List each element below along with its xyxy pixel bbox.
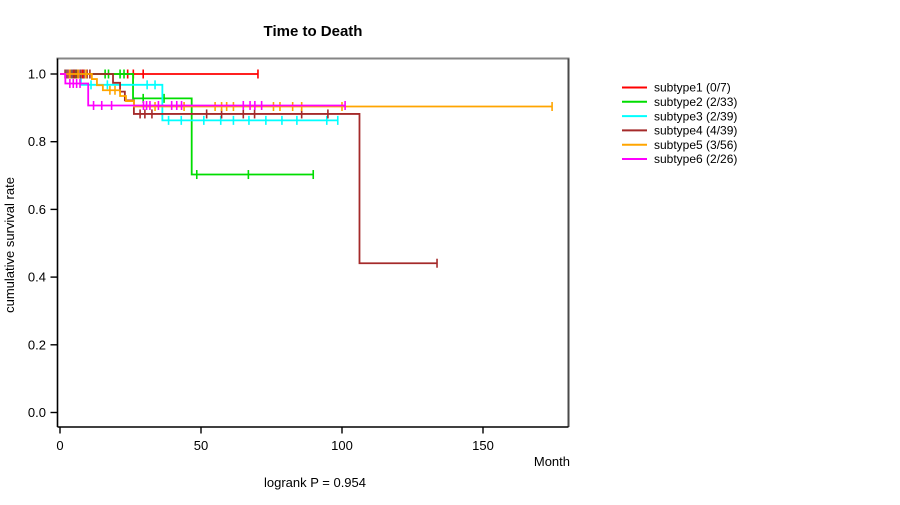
y-tick-label: 0.8 xyxy=(28,134,46,149)
axes-group: 0.0 0.2 0.4 0.6 0.8 1.0 0 50 100 150 xyxy=(28,57,570,453)
y-tick-label: 0.0 xyxy=(28,405,46,420)
survival-curves-group xyxy=(60,69,553,268)
legend-label-subtype3: subtype3 (2/39) xyxy=(654,109,737,123)
survival-curve-subtype4 xyxy=(60,73,438,265)
x-tick-label: 0 xyxy=(56,438,63,453)
censor-ticks-subtype6 xyxy=(69,78,346,110)
y-tick-label: 0.6 xyxy=(28,202,46,217)
legend-group: subtype1 (0/7)subtype2 (2/33)subtype3 (2… xyxy=(622,81,737,166)
x-tick-label: 150 xyxy=(472,438,494,453)
censor-ticks-subtype4 xyxy=(64,69,438,268)
legend-label-subtype4: subtype4 (4/39) xyxy=(654,124,737,138)
chart-title: Time to Death xyxy=(264,23,363,40)
y-tick-label: 1.0 xyxy=(28,67,46,82)
censor-ticks-subtype2 xyxy=(75,69,315,180)
legend-label-subtype5: subtype5 (3/56) xyxy=(654,138,737,152)
legend-label-subtype6: subtype6 (2/26) xyxy=(654,152,737,166)
legend-label-subtype1: subtype1 (0/7) xyxy=(654,81,731,95)
logrank-annotation: logrank P = 0.954 xyxy=(264,475,366,490)
legend-label-subtype2: subtype2 (2/33) xyxy=(654,95,737,109)
censor-ticks-subtype3 xyxy=(65,69,339,125)
survival-curve-subtype2 xyxy=(60,73,314,176)
y-axis-label: cumulative survival rate xyxy=(2,177,17,313)
y-tick-label: 0.2 xyxy=(28,337,46,352)
x-axis-unit-label: Month xyxy=(534,454,570,469)
censor-ticks-subtype5 xyxy=(69,69,553,111)
x-tick-label: 100 xyxy=(331,438,353,453)
x-tick-label: 50 xyxy=(194,438,208,453)
survival-curve-subtype5 xyxy=(60,73,553,108)
y-tick-label: 0.4 xyxy=(28,270,46,285)
